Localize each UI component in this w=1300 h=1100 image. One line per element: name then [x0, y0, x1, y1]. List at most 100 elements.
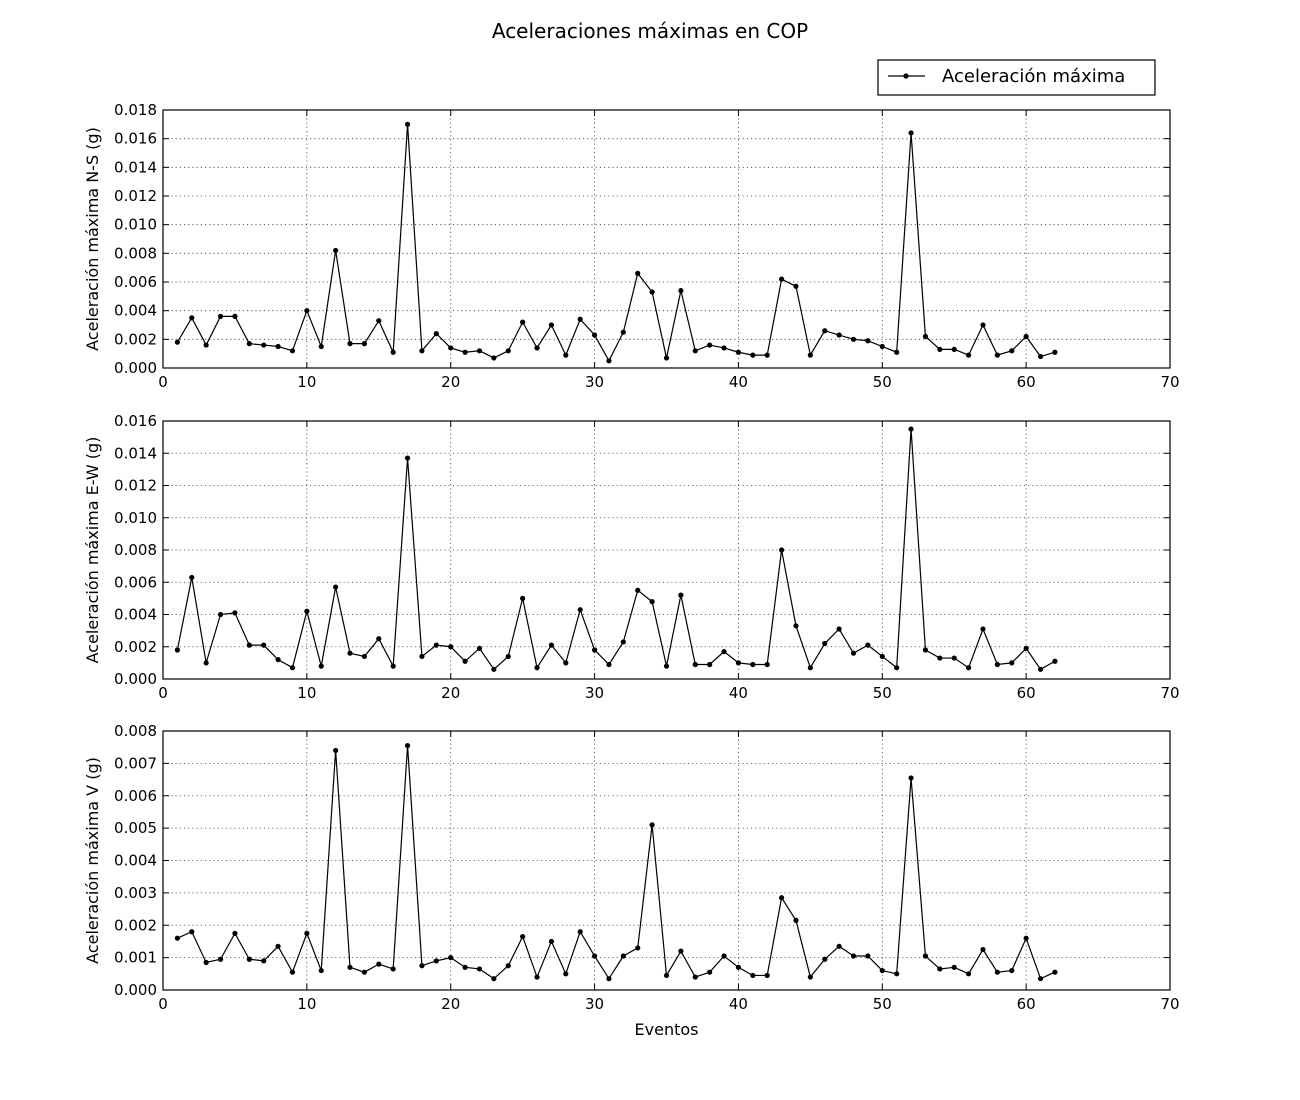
data-point [548, 322, 555, 328]
data-point [994, 969, 1000, 975]
x-tick-label: 40 [729, 995, 748, 1013]
data-point [491, 355, 497, 361]
data-point [289, 665, 296, 671]
y-tick-label: 0.014 [114, 444, 157, 462]
x-tick-label: 50 [873, 995, 892, 1013]
data-point [980, 322, 986, 328]
series-line [176, 124, 1056, 363]
y-tick-label: 0.006 [114, 573, 157, 591]
data-point [865, 338, 871, 344]
data-point [318, 343, 324, 350]
data-point [275, 657, 281, 663]
data-point [721, 345, 727, 351]
data-point [217, 611, 224, 618]
y-tick-label: 0.008 [114, 722, 157, 740]
data-point [894, 349, 900, 355]
data-point [404, 742, 411, 749]
data-point [246, 956, 252, 962]
data-point [937, 966, 943, 972]
x-tick-label: 30 [585, 995, 604, 1013]
data-point [1037, 976, 1044, 982]
legend: Aceleración máxima [877, 59, 1156, 96]
data-point [879, 967, 885, 974]
data-point [606, 661, 612, 668]
data-point [707, 661, 713, 668]
y-tick-label: 0.004 [114, 852, 157, 870]
data-point [419, 963, 425, 969]
data-point [448, 345, 454, 351]
data-point [678, 948, 684, 954]
data-point [793, 283, 799, 289]
data-point [246, 341, 252, 347]
data-point [649, 599, 655, 605]
y-axis-label: Aceleración máxima N-S (g) [83, 127, 102, 351]
data-point [433, 331, 439, 337]
data-point [879, 343, 885, 350]
y-tick-label: 0.016 [114, 412, 157, 430]
y-tick-label: 0.004 [114, 302, 157, 320]
data-point [707, 969, 713, 975]
data-point [750, 352, 756, 358]
x-tick-label: 0 [158, 995, 168, 1013]
data-point [663, 972, 670, 979]
data-point [390, 349, 396, 355]
data-point [764, 352, 770, 358]
data-point [1009, 660, 1015, 666]
data-point [174, 935, 180, 941]
data-point [980, 626, 986, 632]
data-point [922, 333, 929, 340]
data-point [994, 661, 1000, 668]
data-point [850, 336, 857, 342]
y-tick-label: 0.000 [114, 981, 157, 999]
data-point [376, 318, 382, 324]
data-point [361, 653, 367, 660]
x-tick-label: 20 [441, 684, 460, 702]
data-point [1052, 349, 1058, 355]
data-point [980, 946, 986, 953]
y-tick-label: 0.014 [114, 158, 157, 176]
data-point [937, 655, 943, 661]
y-tick-label: 0.018 [114, 101, 157, 119]
data-point [1023, 333, 1029, 340]
data-point [534, 974, 540, 980]
data-point [577, 607, 583, 613]
data-point [261, 342, 267, 348]
data-point [347, 964, 353, 970]
y-tick-label: 0.008 [114, 244, 157, 262]
data-point [491, 976, 497, 982]
data-point [448, 955, 454, 961]
data-point [563, 660, 569, 666]
data-point [764, 972, 770, 979]
x-tick-label: 10 [297, 373, 316, 391]
data-point [879, 653, 885, 660]
y-tick-label: 0.010 [114, 216, 157, 234]
data-point [721, 648, 727, 655]
data-point [663, 663, 670, 669]
y-tick-label: 0.002 [114, 330, 157, 348]
series-line [177, 745, 1056, 980]
data-point [476, 645, 483, 651]
data-point [1009, 348, 1015, 354]
y-tick-label: 0.008 [114, 541, 157, 559]
y-tick-label: 0.012 [114, 477, 157, 495]
data-point [750, 972, 756, 979]
data-point [966, 352, 972, 358]
y-tick-label: 0.007 [114, 754, 157, 772]
data-point [534, 345, 540, 351]
x-tick-label: 10 [297, 995, 316, 1013]
data-point [951, 655, 957, 661]
data-point [922, 647, 929, 653]
subplot-1: 0 10 20 30 40 50 60 70 0.000 0.002 0.004 0.006 0.008… [83, 101, 1180, 391]
x-tick-label: 20 [441, 995, 460, 1013]
data-point [1023, 645, 1029, 651]
data-point [261, 642, 267, 648]
data-point [505, 653, 511, 660]
data-point [448, 644, 454, 650]
data-point [390, 663, 396, 669]
data-point [894, 971, 900, 977]
x-tick-label: 70 [1160, 373, 1179, 391]
subplot-3: 0 10 20 30 40 50 60 70 0.000 0.001 0.002 0.003 0.004… [83, 722, 1180, 1039]
data-point [476, 966, 483, 972]
data-point [836, 626, 842, 632]
